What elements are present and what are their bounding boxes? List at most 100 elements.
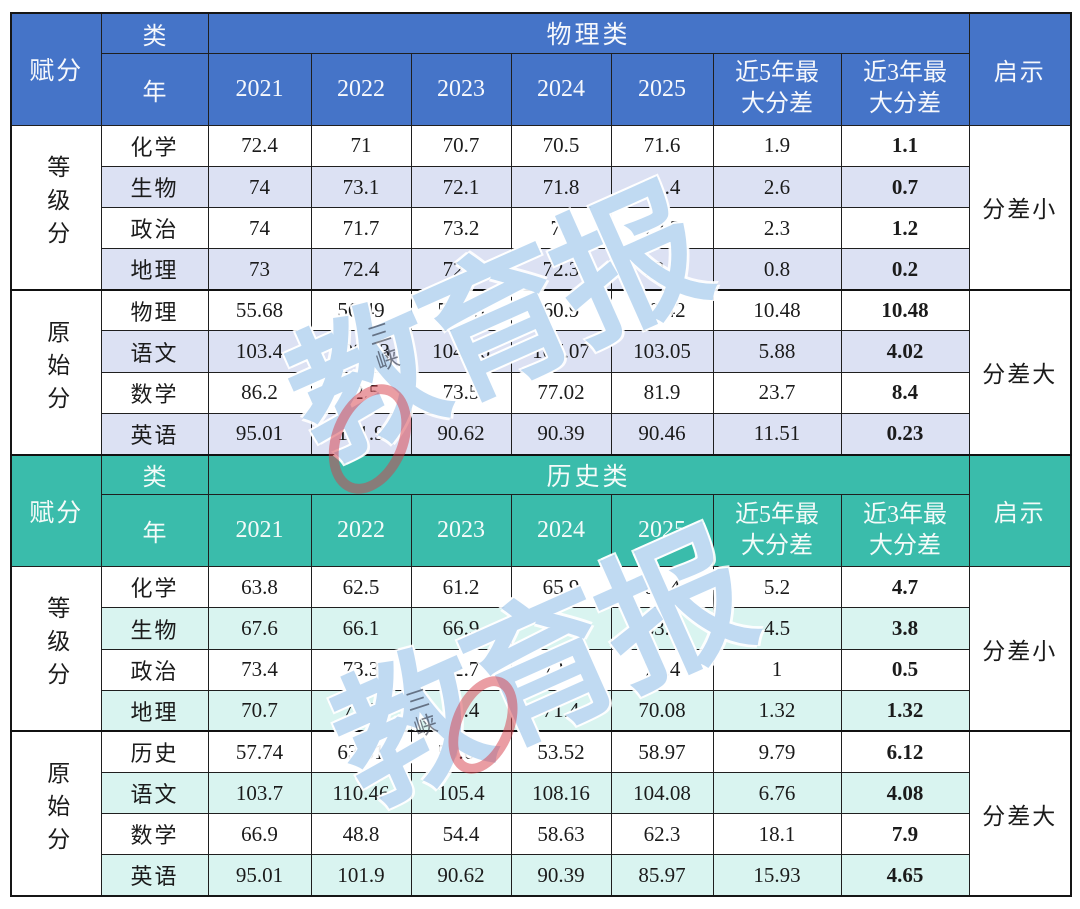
value-cell: 70.08 (610, 689, 714, 732)
value-cell: 108.93 (310, 330, 412, 373)
value-cell: 2.6 (712, 165, 842, 209)
subject-cell: 政治 (100, 648, 209, 691)
value-cell: 71 (310, 124, 412, 167)
table-row: 语文 103.7 110.46 105.4 108.16 104.08 6.76… (11, 771, 1071, 815)
value-cell: 3.8 (840, 607, 970, 650)
value-cell: 73.4 (207, 648, 312, 691)
value-cell: 0.2 (840, 248, 970, 291)
value-cell: 1.32 (712, 689, 842, 732)
group-label: 原始分 (43, 319, 69, 419)
table-row: 生物 74 73.1 72.1 71.8 71.4 2.6 0.7 (11, 165, 1071, 209)
value-cell: 104.96 (410, 330, 512, 373)
group-label: 原始分 (43, 761, 69, 861)
value-cell: 72.9 (510, 648, 612, 691)
value-cell: 54.4 (410, 813, 512, 856)
value-cell: 90.62 (410, 854, 512, 897)
year-cell: 2021 (207, 52, 312, 126)
value-cell: 11.51 (712, 412, 842, 456)
value-cell: 0.7 (840, 165, 970, 209)
value-cell: 72.1 (410, 165, 512, 209)
corner-header-cell: 赋分 (10, 453, 102, 568)
group-label-cell: 原始分 (10, 288, 102, 455)
value-cell: 51.23 (410, 288, 512, 332)
diff3-header-cell: 近3年最大分差 (840, 52, 970, 126)
value-cell: 23.7 (712, 371, 842, 414)
table-row: 赋分 类 历史类 启示 (10, 453, 1072, 568)
value-cell: 77.02 (510, 371, 612, 414)
table-row: 英语 95.01 101.9 90.62 90.39 85.97 15.93 4… (11, 854, 1071, 897)
value-cell: 4.65 (840, 854, 970, 897)
subject-cell: 生物 (100, 165, 209, 209)
value-cell: 58.97 (610, 730, 714, 773)
table-row: 语文 103.4 108.93 104.96 107.07 103.05 5.8… (11, 330, 1071, 373)
value-cell: 55.68 (207, 288, 312, 332)
insight-header-cell: 启示 (968, 12, 1072, 126)
year-cell: 2024 (510, 52, 612, 126)
category-header-cell: 历史类 (207, 453, 970, 496)
table-row: 年 2021 2022 2023 2024 2025 近5年最大分差 近3年最大… (11, 52, 1071, 126)
value-cell: 15.93 (712, 854, 842, 897)
value-cell: 63.31 (310, 730, 412, 773)
value-cell: 72.4 (610, 648, 714, 691)
subject-cell: 生物 (100, 607, 209, 650)
value-cell: 0.8 (712, 248, 842, 291)
subject-cell: 化学 (100, 124, 209, 167)
insight-cell: 分差大 (968, 730, 1072, 897)
value-cell: 6.76 (712, 771, 842, 815)
value-cell: 66.1 (310, 607, 412, 650)
value-cell: 90.46 (610, 412, 714, 456)
year-cell: 2023 (410, 494, 512, 568)
value-cell: 5.88 (712, 330, 842, 373)
value-cell: 53.52 (510, 730, 612, 773)
value-cell: 4.5 (712, 607, 842, 650)
subject-cell: 数学 (100, 371, 209, 414)
value-cell: 1.32 (840, 689, 970, 732)
year-cell: 2025 (610, 52, 714, 126)
table-row: 政治 74 71.7 73.2 72 72.2 2.3 1.2 (11, 207, 1071, 250)
value-cell: 103.7 (207, 771, 312, 815)
value-cell: 10.48 (712, 288, 842, 332)
subject-cell: 英语 (100, 854, 209, 897)
table-row: 生物 67.6 66.1 66.9 66 63.1 4.5 3.8 (11, 607, 1071, 650)
value-cell: 62.3 (610, 813, 714, 856)
value-cell: 107.07 (510, 330, 612, 373)
value-cell: 62.5 (310, 566, 412, 609)
value-cell: 66.9 (410, 607, 512, 650)
table-row: 数学 86.2 62.5 73.5 77.02 81.9 23.7 8.4 (11, 371, 1071, 414)
corner-header-cell: 赋分 (10, 12, 102, 126)
value-cell: 108.16 (510, 771, 612, 815)
table-row: 原始分 物理 55.68 56.49 51.23 60.9 50.42 10.4… (10, 288, 1072, 455)
value-cell: 58.63 (510, 813, 612, 856)
value-cell: 110.46 (310, 771, 412, 815)
value-cell: 103.05 (610, 330, 714, 373)
value-cell: 60.9 (510, 288, 612, 332)
subject-cell: 化学 (100, 566, 209, 609)
year-header-cell: 年 (100, 494, 209, 568)
value-cell: 50.42 (610, 288, 714, 332)
value-cell: 56.49 (310, 288, 412, 332)
value-cell: 73.3 (310, 648, 412, 691)
section-physics: 赋分 类 物理类 启示 年 2021 2022 2023 2024 2025 近… (10, 12, 1072, 456)
value-cell: 70.5 (510, 124, 612, 167)
value-cell: 66 (510, 607, 612, 650)
category-header-cell: 物理类 (207, 12, 970, 54)
diff5-header-cell: 近5年最大分差 (712, 494, 842, 568)
insight-cell: 分差小 (968, 124, 1072, 291)
value-cell: 63.1 (610, 607, 714, 650)
value-cell: 90.62 (410, 412, 512, 456)
value-cell: 72.7 (410, 648, 512, 691)
year-cell: 2025 (610, 494, 714, 568)
table-row: 赋分 类 物理类 启示 (10, 12, 1072, 126)
value-cell: 104.08 (610, 771, 714, 815)
table-row: 地理 70.7 70.9 71.4 71.4 70.08 1.32 1.32 (11, 689, 1071, 732)
value-cell: 6.12 (840, 730, 970, 773)
value-cell: 101.9 (310, 412, 412, 456)
subject-cell: 历史 (100, 730, 209, 773)
value-cell: 10.48 (840, 288, 970, 332)
table-row: 地理 73 72.4 72.4 72.3 72.2 0.8 0.2 (11, 248, 1071, 291)
value-cell: 61.2 (410, 566, 512, 609)
value-cell: 103.4 (207, 330, 312, 373)
value-cell: 9.79 (712, 730, 842, 773)
year-cell: 2021 (207, 494, 312, 568)
insight-cell: 分差大 (968, 288, 1072, 455)
